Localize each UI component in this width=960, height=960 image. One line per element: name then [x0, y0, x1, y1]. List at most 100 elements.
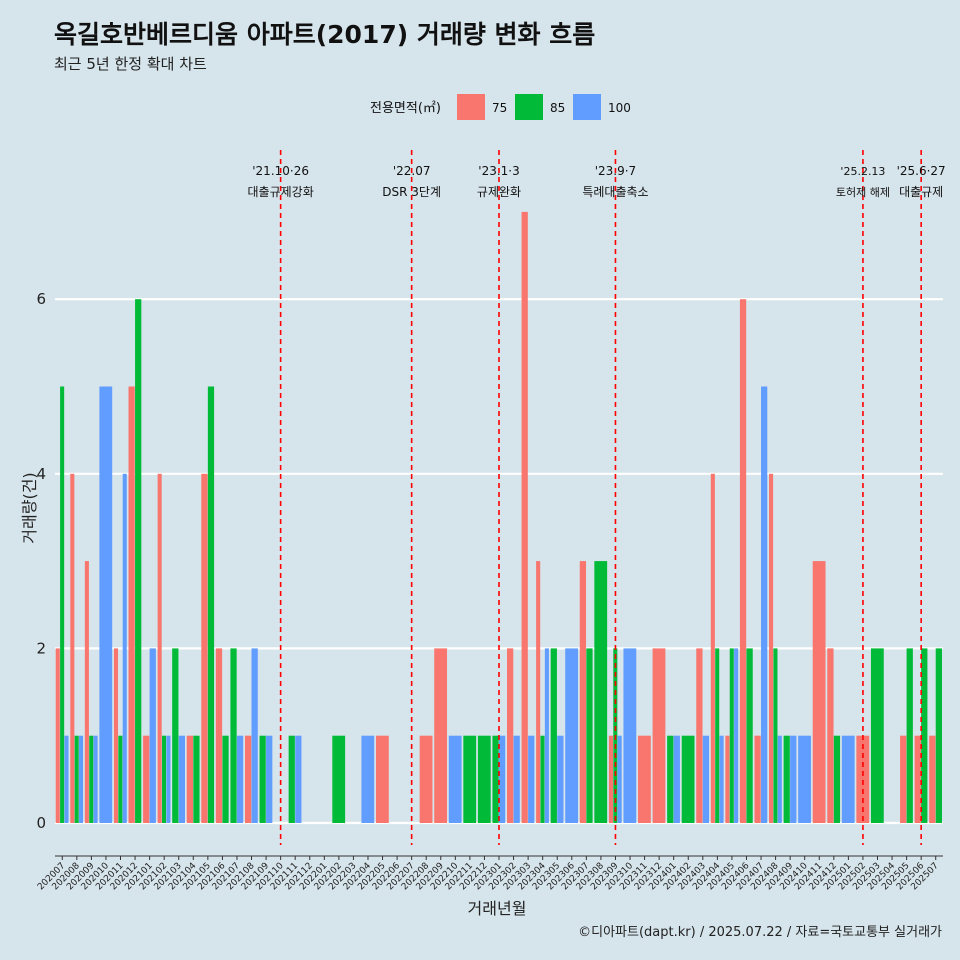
bars [55, 211, 942, 823]
legend-title: 전용면적(㎡) [370, 101, 441, 116]
bar-75-202106 [215, 648, 223, 823]
event-markers: '21.10·26 대출규제강화 '22.07 DSR 3단계 '23.1·3 규제완화 '… [248, 150, 946, 845]
bar-100-202204 [361, 735, 375, 823]
bar-75-202307 [579, 561, 587, 823]
bar-100-202210 [448, 735, 462, 823]
bar-75-202312 [652, 648, 666, 823]
bar-85-202408 [773, 648, 778, 823]
y-tick-label: 4 [36, 465, 46, 483]
y-axis-title: 거래량(건) [20, 472, 39, 543]
bar-75-202502 [856, 735, 870, 823]
bar-75-202405 [725, 735, 730, 823]
bar-85-202412 [833, 735, 841, 823]
bar-75-202412 [827, 648, 834, 823]
bar-85-202011 [118, 735, 123, 823]
bar-85-202211 [463, 735, 477, 823]
bar-85-202308 [594, 561, 608, 823]
event-date: '25.6·27 [897, 164, 946, 178]
bar-85-202102 [161, 735, 167, 823]
bar-85-202402 [681, 735, 695, 823]
bar-100-202107 [236, 735, 244, 823]
bar-100-202103 [178, 735, 185, 823]
bar-75-202007 [55, 648, 60, 823]
bar-85-202106 [222, 735, 229, 823]
bar-85-202007 [60, 386, 65, 823]
chart-subtitle: 최근 5년 한정 확대 차트 [54, 55, 207, 73]
legend-label-100: 100 [608, 101, 631, 115]
bar-100-202108 [251, 648, 258, 823]
bar-75-202101 [143, 735, 150, 823]
bar-75-202104 [186, 735, 193, 823]
bar-85-202012 [135, 299, 142, 823]
bar-100-202408 [777, 735, 782, 823]
bar-85-202505 [906, 648, 913, 823]
bar-75-202311 [638, 735, 651, 823]
y-tick-label: 0 [36, 814, 46, 832]
legend-swatch-75 [457, 94, 485, 120]
bar-75-202408 [769, 473, 774, 823]
bar-75-202506 [914, 735, 921, 823]
bar-100-202111 [295, 735, 302, 823]
bar-85-202304 [540, 735, 545, 823]
event-label: 대출규제강화 [248, 185, 314, 199]
bar-85-202212 [477, 735, 491, 823]
bar-100-202501 [841, 735, 855, 823]
bar-85-202404 [715, 648, 720, 823]
event-date: '25.2.13 [840, 165, 885, 178]
event-label: 규제완화 [477, 185, 521, 199]
bar-100-202304 [544, 648, 549, 823]
legend-swatch-100 [573, 94, 601, 120]
bar-85-202009 [89, 735, 94, 823]
bar-100-202101 [149, 648, 156, 823]
bar-100-202302 [513, 735, 520, 823]
event-date: '21.10·26 [252, 164, 309, 178]
bar-75-202012 [128, 386, 135, 823]
caption: ©디아파트(dapt.kr) / 2025.07.22 / 자료=국토교통부 실… [578, 925, 942, 940]
bar-75-202209 [434, 648, 448, 823]
bar-75-202403 [696, 648, 703, 823]
legend-swatch-85 [515, 94, 543, 120]
bar-75-202303 [521, 211, 528, 823]
legend-label-85: 85 [550, 101, 565, 115]
bar-75-202309 [608, 735, 613, 823]
bar-85-202305 [550, 648, 557, 823]
bar-85-202301 [492, 735, 499, 823]
bar-75-202406 [739, 299, 747, 823]
bar-85-202107 [230, 648, 237, 823]
bar-75-202302 [507, 648, 514, 823]
bar-75-202205 [375, 735, 389, 823]
bar-85-202111 [288, 735, 295, 823]
bar-100-202401 [673, 735, 680, 823]
legend-label-75: 75 [492, 101, 507, 115]
bar-85-202405 [729, 648, 734, 823]
bar-75-202208 [419, 735, 433, 823]
bar-75-202011 [113, 648, 119, 823]
bar-100-202301 [499, 735, 506, 823]
bar-75-202008 [70, 473, 75, 823]
bar-100-202008 [79, 735, 84, 823]
bar-75-202102 [157, 473, 162, 823]
bar-75-202411 [812, 561, 826, 823]
bar-85-202401 [667, 735, 674, 823]
bar-85-202507 [935, 648, 942, 823]
bar-100-202309 [617, 735, 622, 823]
bar-100-202305 [557, 735, 564, 823]
bar-100-202310 [623, 648, 637, 823]
bar-85-202506 [921, 648, 928, 823]
bar-75-202105 [201, 473, 208, 823]
bar-100-202404 [719, 735, 724, 823]
bar-75-202507 [929, 735, 936, 823]
bar-100-202007 [64, 735, 69, 823]
bar-85-202104 [193, 735, 200, 823]
bar-85-202409 [783, 735, 790, 823]
event-label: DSR 3단계 [382, 185, 441, 199]
bar-85-202105 [207, 386, 215, 823]
y-tick-label: 6 [36, 290, 46, 308]
bar-100-202409 [790, 735, 797, 823]
bar-75-202304 [536, 561, 541, 823]
x-axis-title: 거래년월 [468, 899, 527, 918]
bar-85-202406 [746, 648, 753, 823]
bar-75-202404 [710, 473, 715, 823]
bar-75-202108 [244, 735, 252, 823]
